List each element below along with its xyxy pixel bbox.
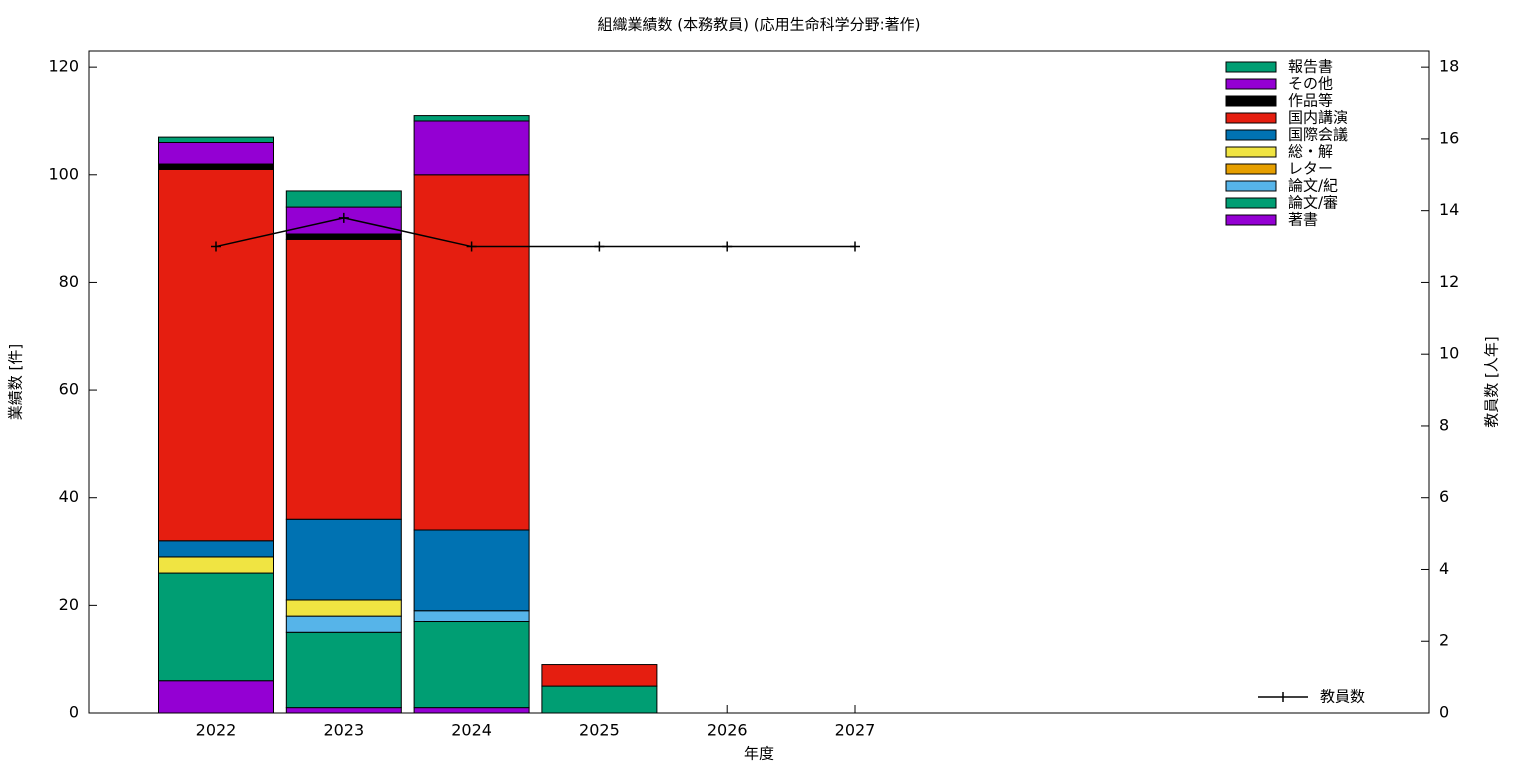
x-tick-label: 2022 [196, 721, 237, 740]
bar-segment [285, 599, 402, 617]
y-tick-label: 0 [69, 703, 79, 722]
legend-swatch [1225, 61, 1277, 73]
point [211, 241, 221, 252]
bar-segment [158, 163, 274, 170]
legend-line [1258, 692, 1308, 702]
bar-segment [158, 141, 274, 165]
legend-label: 論文/紀 [1288, 177, 1338, 195]
y-tick-label: 120 [48, 57, 79, 76]
y2-tick-label: 10 [1439, 344, 1459, 363]
bar-segment [285, 190, 402, 208]
bar-segment [541, 685, 658, 714]
legend-label: 作品等 [1288, 92, 1333, 110]
bar-segment [285, 631, 402, 709]
legend-swatch [1225, 197, 1277, 209]
legend-label: 国際会議 [1288, 126, 1348, 144]
bar-segment [413, 115, 530, 122]
y2-tick-label: 18 [1439, 57, 1459, 76]
legend-swatch [1225, 163, 1277, 175]
y2-tick-label: 12 [1439, 272, 1459, 291]
plot-frame [88, 50, 1430, 714]
x-tick-label: 2023 [323, 721, 364, 740]
bar-segment [413, 621, 530, 709]
bar-segment [413, 610, 530, 623]
point [594, 241, 605, 252]
legend-label: 論文/審 [1288, 194, 1338, 212]
bar-segment [158, 168, 274, 542]
bar-segment [413, 120, 530, 176]
x-tick-label: 2027 [835, 721, 876, 740]
y2-tick-label: 0 [1439, 703, 1449, 722]
chart-title: 組織業績数 (本務教員) (応用生命科学分野:著作) [597, 16, 920, 34]
bar-segment [285, 233, 402, 240]
legend-swatch [1225, 214, 1277, 226]
y-axis-label: 業績数 [件] [7, 344, 25, 420]
legend-label: レター [1288, 160, 1333, 178]
bar-segment [158, 540, 274, 558]
legend-swatch [1225, 129, 1277, 141]
bar-segment [158, 680, 274, 714]
y2-tick-label: 4 [1439, 559, 1449, 578]
bar-segment [285, 238, 402, 520]
y2-tick-label: 6 [1439, 487, 1449, 506]
y2-tick-label: 16 [1439, 128, 1459, 147]
y-tick-label: 20 [59, 595, 79, 614]
bar-segment [158, 572, 274, 682]
bar-segment [285, 707, 402, 714]
point [466, 241, 477, 252]
legend-label: 報告書 [1288, 58, 1333, 76]
bar-segment [541, 664, 658, 687]
x-tick-label: 2025 [579, 721, 620, 740]
y-tick-label: 80 [59, 272, 79, 291]
bar-segment [413, 174, 530, 531]
y2-tick-label: 2 [1439, 631, 1449, 650]
legend-swatch [1225, 112, 1277, 124]
bar-segment [158, 136, 274, 143]
y2-tick-label: 14 [1439, 200, 1459, 219]
y-tick-label: 40 [59, 487, 79, 506]
x-axis-label: 年度 [744, 745, 774, 763]
point [338, 212, 349, 223]
legend-label: 国内講演 [1288, 109, 1348, 127]
y-tick-label: 60 [59, 380, 79, 399]
bar-segment [285, 615, 402, 633]
y-tick-label: 100 [48, 164, 79, 183]
point [722, 241, 733, 252]
legend-label: 教員数 [1320, 688, 1365, 706]
x-tick-label: 2026 [707, 721, 748, 740]
bar-segment [413, 707, 530, 714]
legend-label: 著書 [1288, 211, 1318, 229]
legend-swatch [1225, 146, 1277, 158]
bar-segment [158, 556, 274, 574]
legend-swatch [1225, 95, 1277, 107]
y2-axis-label: 教員数 [人年] [1483, 336, 1501, 427]
legend-swatch [1225, 78, 1277, 90]
bar-segment [413, 529, 530, 612]
legend-label: 総・解 [1288, 143, 1333, 161]
y2-tick-label: 8 [1439, 415, 1449, 434]
point [850, 241, 860, 252]
x-tick-label: 2024 [451, 721, 492, 740]
legend-swatch [1225, 180, 1277, 192]
bar-segment [285, 518, 402, 601]
legend-label: その他 [1288, 75, 1333, 93]
line [215, 217, 855, 248]
